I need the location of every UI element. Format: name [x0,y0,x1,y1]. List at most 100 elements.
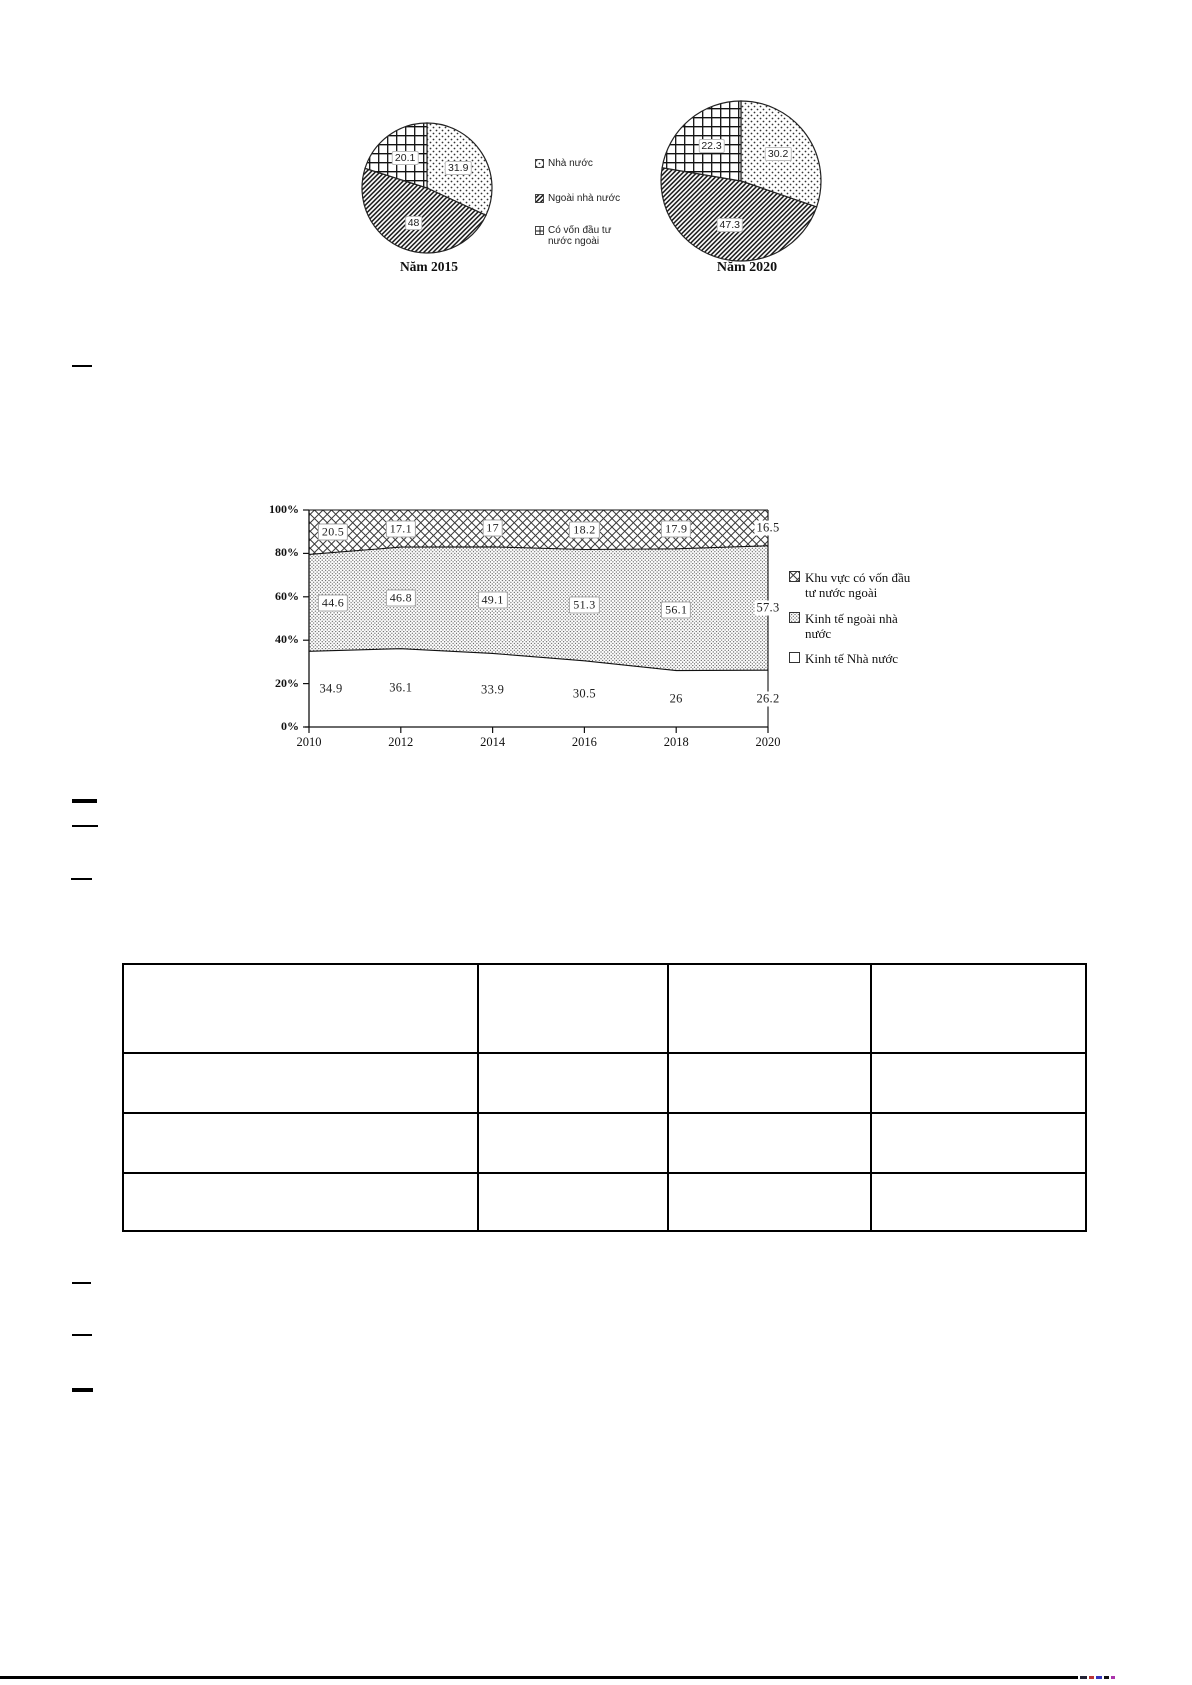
area-chart-group [303,509,769,733]
bottom-artifact [1089,1676,1094,1679]
ngoai-nha-nuoc-value-label: 56.1 [661,601,692,619]
table-cell[interactable] [122,963,479,1054]
grid-swatch-icon [535,226,544,235]
area-band-ngoai-nha-nuoc [309,545,768,671]
crosshatch-swatch-icon [789,571,800,582]
answer-blank-line [72,365,92,367]
ngoai-nha-nuoc-value-label: 49.1 [477,591,508,609]
answer-blank-line [72,799,97,803]
pie-slice [361,167,487,254]
x-axis-label: 2018 [663,735,689,749]
answer-blank-line [71,878,92,880]
bottom-artifact [1096,1676,1102,1679]
area-legend-item-ngoai-nha-nuoc: Kinh tế ngoài nhà nước [789,611,898,641]
table-cell[interactable] [477,1112,669,1174]
y-axis-label: 20% [275,675,299,690]
y-axis-label: 80% [275,545,299,560]
table-cell[interactable] [870,1112,1087,1174]
fdi-value-label: 20.5 [317,523,349,541]
table-cell[interactable] [122,1112,479,1174]
answer-blank-line [72,825,98,827]
area-legend-line2: nước [805,626,832,641]
pie-slice [660,167,818,262]
table-row [122,963,1087,1054]
pie-legend-item-fdi: Có vốn đầu tư nước ngoài [535,225,611,247]
table-cell[interactable] [667,1052,872,1114]
diagonal-swatch-icon [535,194,544,203]
area-legend-line1: Kinh tế ngoài nhà [805,611,898,626]
nha-nuoc-value-label: 30.5 [570,686,598,702]
table-cell[interactable] [667,1112,872,1174]
pie-value-label: 30.2 [764,147,792,162]
area-legend-label: Kinh tế ngoài nhà nước [805,611,898,641]
table-cell[interactable] [477,1052,669,1114]
area-legend-item-fdi: Khu vực có vốn đầu tư nước ngoài [789,570,910,600]
bottom-artifact [1080,1676,1087,1679]
table-row [122,1112,1087,1174]
white-swatch-icon [789,652,800,663]
ngoai-nha-nuoc-value-label: 44.6 [317,594,349,612]
pie-legend-label-line2: nước ngoài [548,236,600,247]
y-axis-label: 100% [269,502,299,516]
dense-dots-swatch-icon [789,612,800,623]
table-cell[interactable] [870,963,1087,1054]
x-axis-label: 2016 [571,735,597,749]
pie-chart-2015 [361,122,493,254]
answer-blank-line [72,1282,91,1284]
fdi-value-label: 16.5 [754,520,782,536]
table-cell[interactable] [870,1052,1087,1114]
pie-legend-label: Nhà nước [548,158,593,169]
fdi-value-label: 17.1 [385,520,416,538]
ngoai-nha-nuoc-value-label: 57.3 [754,600,782,616]
table-cell[interactable] [122,1172,479,1232]
area-legend-label: Kinh tế Nhà nước [805,651,898,666]
area-legend-line1: Kinh tế Nhà nước [805,651,898,666]
answer-table [122,963,1087,1232]
area-legend-line1: Khu vực có vốn đầu [805,570,911,585]
fdi-value-label: 17.9 [661,520,692,538]
pie-legend-label: Ngoài nhà nước [548,193,621,204]
y-axis-label: 40% [275,632,299,647]
pie-chart-2020 [660,100,822,262]
table-cell[interactable] [870,1172,1087,1232]
pie-value-label: 47.3 [716,218,743,233]
nha-nuoc-value-label: 34.9 [317,681,345,697]
page-bottom-rule [0,1676,1078,1679]
nha-nuoc-value-label: 26 [667,691,685,707]
series-boundary-line [308,648,769,672]
pie-value-label: 22.3 [698,139,725,154]
pie-legend-label: Có vốn đầu tư nước ngoài [548,225,611,247]
bottom-artifact [1104,1676,1109,1679]
y-axis-label: 0% [281,719,299,733]
pie-value-label: 20.1 [391,151,419,166]
fdi-value-label: 17 [482,519,503,537]
table-cell[interactable] [477,963,669,1054]
table-row [122,1052,1087,1114]
pie-legend-item-nha-nuoc: Nhà nước [535,158,593,169]
dots-swatch-icon [535,159,544,168]
pie-2015-caption: Năm 2015 [399,259,459,274]
table-cell[interactable] [477,1172,669,1232]
pie-legend-label-line1: Có vốn đầu tư [548,225,612,236]
table-cell[interactable] [667,963,872,1054]
answer-blank-line [72,1388,93,1392]
nha-nuoc-value-label: 36.1 [387,680,415,696]
table-cell[interactable] [667,1172,872,1232]
series-boundary-line [308,545,769,556]
x-axis-label: 2010 [296,735,322,749]
fdi-value-label: 18.2 [569,521,600,539]
x-axis-label: 2020 [755,735,781,749]
ngoai-nha-nuoc-value-label: 46.8 [385,589,416,607]
pie-value-label: 48 [404,215,423,230]
table-cell[interactable] [122,1052,479,1114]
x-axis-label: 2012 [388,735,414,749]
pie-value-label: 31.9 [445,161,472,176]
bottom-artifact [1111,1676,1115,1679]
area-legend-line2: tư nước ngoài [805,585,878,600]
pie-legend-item-ngoai-nha-nuoc: Ngoài nhà nước [535,193,620,204]
area-legend-label: Khu vực có vốn đầu tư nước ngoài [805,570,910,600]
nha-nuoc-value-label: 33.9 [479,682,507,698]
y-axis-label: 60% [275,588,299,603]
